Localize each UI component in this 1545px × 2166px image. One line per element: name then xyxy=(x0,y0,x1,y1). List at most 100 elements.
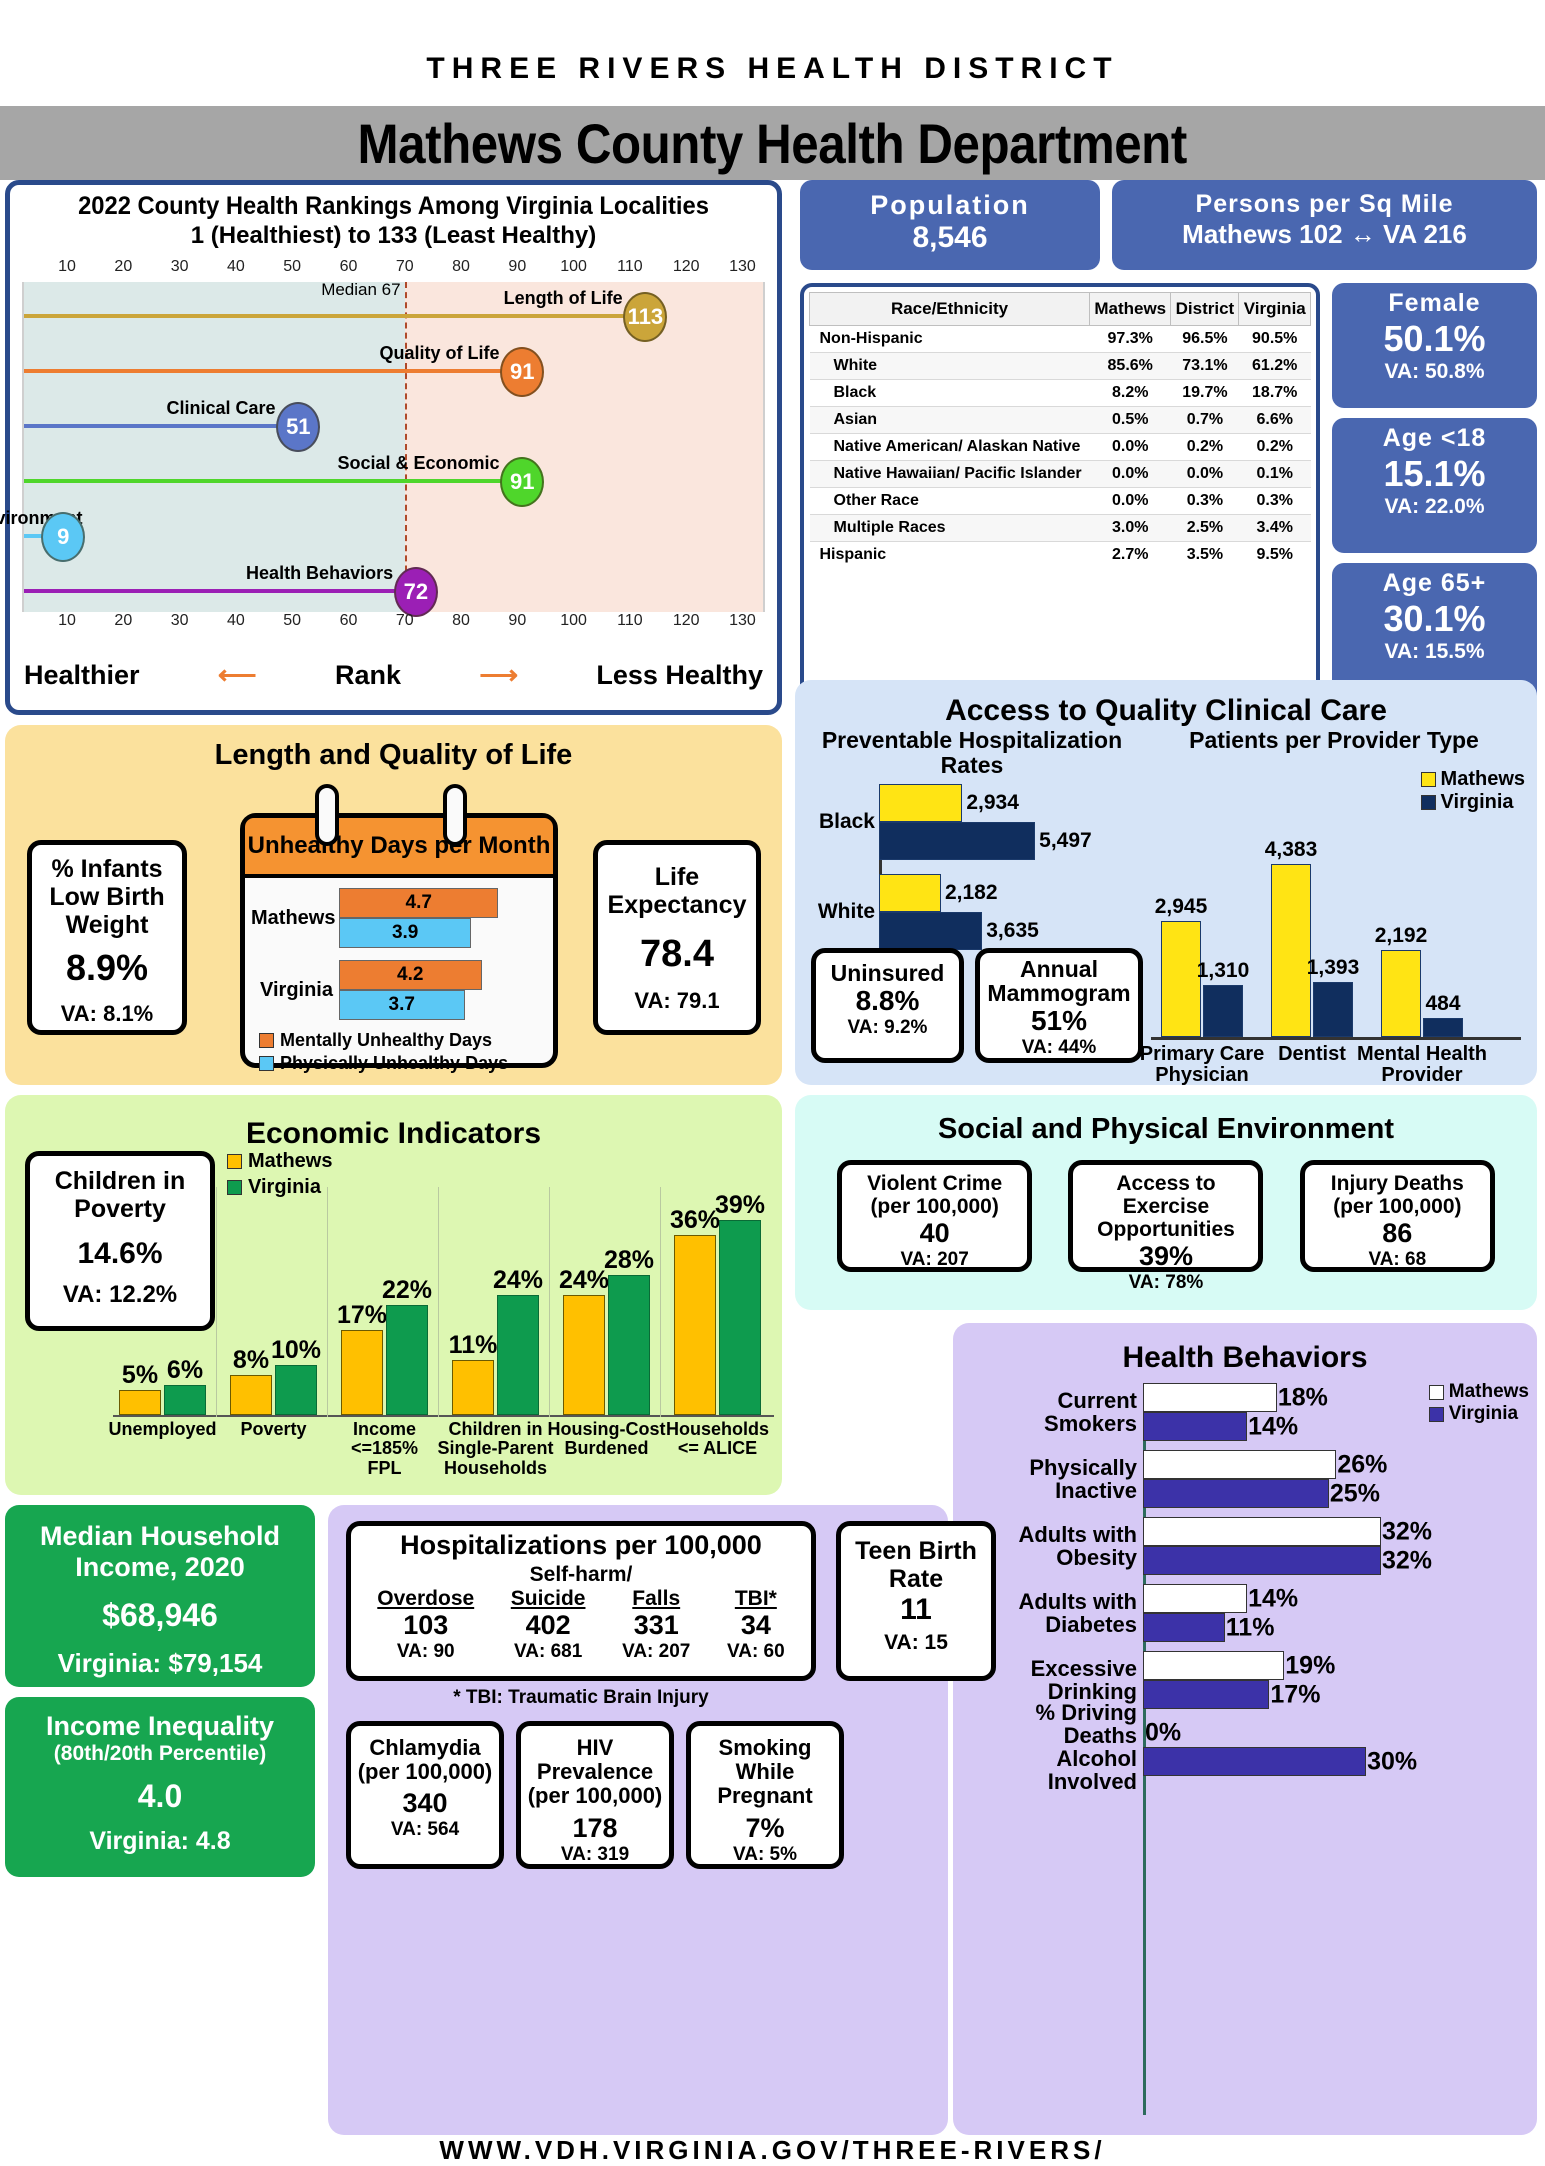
axis-tick: 60 xyxy=(339,612,358,629)
table-cell: 18.7% xyxy=(1238,379,1311,407)
median-income-value: $68,946 xyxy=(102,1597,218,1634)
rankings-axis-top: 10 20 30 40 50 60 70 80 90 100 110 120 130 xyxy=(22,258,765,282)
economic-bar: 24% xyxy=(493,1266,543,1415)
hospitalization-card-value: 340 xyxy=(402,1788,448,1819)
economic-value-label: 28% xyxy=(603,1246,655,1274)
health-behavior-category: Adults with Diabetes xyxy=(1018,1588,1137,1637)
provider-value-label: 2,192 xyxy=(1374,924,1428,948)
table-cell: 3.0% xyxy=(1089,514,1171,542)
county-health-rankings-panel: 2022 County Health Rankings Among Virgin… xyxy=(0,180,782,715)
economic-bar: 11% xyxy=(449,1331,497,1415)
rankings-chart: 10 20 30 40 50 60 70 80 90 100 110 120 130 Median 67… xyxy=(0,258,765,658)
median-household-income-card: Median Household Income, 2020 $68,946 Vi… xyxy=(5,1505,315,1687)
axis-tick: 20 xyxy=(114,258,133,275)
age-under-18-card: Age <18 15.1% VA: 22.0% xyxy=(1332,418,1537,553)
table-cell: 0.0% xyxy=(1089,433,1171,461)
preventable-value-label: 2,934 xyxy=(966,790,1019,814)
economic-axis xyxy=(113,1415,774,1417)
axis-tick: 60 xyxy=(339,258,358,275)
table-cell: 0.2% xyxy=(1238,433,1311,461)
legend-virginia: Virginia xyxy=(227,1176,332,1199)
rank-bubble: 72 xyxy=(393,566,438,617)
social-env-card-va: VA: 68 xyxy=(1368,1249,1427,1271)
rank-line xyxy=(24,313,646,318)
health-behavior-group: Excessive Drinking 19% 17% xyxy=(1031,1651,1527,1709)
table-row: Native American/ Alaskan Native 0.0% 0.2% 0… xyxy=(809,433,1311,461)
table-row: Native Hawaiian/ Pacific Islander 0.0% 0.0… xyxy=(809,460,1311,488)
table-row: Asian 0.5% 0.7% 6.6% xyxy=(809,406,1311,434)
legend-swatch-physical xyxy=(259,1056,274,1071)
legend-swatch-virginia xyxy=(227,1180,242,1195)
mammogram-va: VA: 44% xyxy=(1021,1037,1097,1059)
table-row: Black 8.2% 19.7% 18.7% xyxy=(809,379,1311,407)
axis-tick: 50 xyxy=(283,258,302,275)
health-behavior-group: % Driving Deaths Alcohol Involved 0% 30% xyxy=(1036,1701,1527,1793)
preventable-category: Black xyxy=(818,809,875,833)
calendar-ring-icon xyxy=(443,784,467,846)
rank-axis-label: Rank xyxy=(334,660,401,690)
teen-birth-rate-card: Teen Birth Rate 11 VA: 15 xyxy=(836,1521,996,1681)
provider-value-label: 4,383 xyxy=(1264,838,1318,862)
health-behavior-category: Adults with Obesity xyxy=(1018,1521,1137,1570)
preventable-bar: 2,182 xyxy=(879,873,998,912)
page-title: Mathews County Health Department xyxy=(357,111,1188,175)
health-behavior-value-label: 11% xyxy=(1225,1613,1275,1641)
social-env-title: Social and Physical Environment xyxy=(937,1113,1395,1145)
preventable-plot: Black 2,934 5,497 White 2,182 3,635 xyxy=(807,783,1137,984)
social-env-card-va: VA: 207 xyxy=(900,1249,969,1271)
rank-bubble: 9 xyxy=(41,511,86,562)
social-env-card: Violent Crime (per 100,000) 40 VA: 207 xyxy=(837,1160,1033,1272)
preventable-hospitalization-chart: Preventable Hospitalization Rates Black 2… xyxy=(807,728,1137,984)
rank-label: Length of Life xyxy=(503,287,623,308)
axis-tick: 70 xyxy=(395,258,414,275)
rankings-plot-area: Median 67 Length of Life 113 Quality of Li… xyxy=(0,280,765,617)
axis-tick: 130 xyxy=(729,612,756,629)
health-behavior-bar: 18% xyxy=(1143,1383,1328,1412)
economic-value-label: 17% xyxy=(336,1301,388,1329)
table-cell-label: Non-Hispanic xyxy=(809,325,1090,353)
female-va: VA: 50.8% xyxy=(1384,360,1485,383)
unhealthy-days-title: Unhealthy Days per Month xyxy=(245,818,553,878)
table-cell: 19.7% xyxy=(1170,379,1239,407)
table-cell: 73.1% xyxy=(1170,352,1239,380)
unhealthy-days-bar: 4.7 xyxy=(339,888,499,918)
teen-birth-label: Teen Birth Rate xyxy=(855,1537,977,1593)
health-behaviors-legend: Mathews Virginia xyxy=(1428,1381,1529,1425)
children-poverty-label: Children in Poverty xyxy=(54,1167,186,1223)
uninsured-va: VA: 9.2% xyxy=(847,1017,928,1039)
legend-mathews: Mathews xyxy=(227,1150,332,1173)
preventable-bar: 5,497 xyxy=(879,821,1092,860)
rank-row: Physical Environment9 xyxy=(0,502,763,562)
access-clinical-care-panel: Access to Quality Clinical Care Preventa… xyxy=(795,680,1537,1085)
table-header-row: Race/Ethnicity Mathews District Virginia xyxy=(808,292,1311,326)
income-inequality-value: 4.0 xyxy=(137,1778,183,1814)
legend-virginia: Virginia xyxy=(1428,1403,1529,1425)
legend-label-mathews: Mathews xyxy=(1440,768,1525,790)
legend-label-mathews: Mathews xyxy=(1448,1381,1529,1402)
low-birth-weight-value: 8.9% xyxy=(65,947,149,988)
axis-tick: 90 xyxy=(508,612,527,629)
district-title: THREE RIVERS HEALTH DISTRICT xyxy=(426,52,1119,85)
health-behavior-group: Adults with Obesity 32% 32% xyxy=(1018,1517,1527,1575)
table-cell: 8.2% xyxy=(1089,379,1171,407)
age-65-plus-va: VA: 15.5% xyxy=(1384,640,1485,663)
provider-bar: 2,192 xyxy=(1375,924,1427,1037)
table-cell: 0.0% xyxy=(1170,460,1239,488)
table-cell-label: Native American/ Alaskan Native xyxy=(809,433,1090,461)
economic-bar: 6% xyxy=(164,1356,206,1415)
population-value: 8,546 xyxy=(912,221,988,254)
social-env-card-value: 39% xyxy=(1138,1241,1193,1272)
table-cell: 85.6% xyxy=(1089,352,1171,380)
age-65-plus-label: Age 65+ xyxy=(1382,569,1487,597)
rankings-title: 2022 County Health Rankings Among Virgin… xyxy=(78,192,709,220)
mammogram-label: Annual Mammogram xyxy=(987,956,1131,1007)
health-behaviors-title: Health Behaviors xyxy=(1122,1341,1368,1374)
hospitalization-column-header: Overdose xyxy=(377,1587,475,1610)
social-env-card-label: Access to Exercise Opportunities xyxy=(1097,1172,1235,1242)
rankings-axis-bottom: 10 20 30 40 50 60 70 80 90 100 110 120 130 xyxy=(22,612,765,636)
health-behavior-bar: 14% xyxy=(1143,1584,1298,1613)
legend-label-mathews: Mathews xyxy=(248,1150,333,1172)
economic-bar: 36% xyxy=(670,1206,720,1415)
hospitalizations-panel: Hospitalizations per 100,000 Self-harm/ … xyxy=(328,1505,996,2135)
rankings-footer: Healthier ⟵ Rank ⟶ Less Healthy xyxy=(10,658,777,691)
